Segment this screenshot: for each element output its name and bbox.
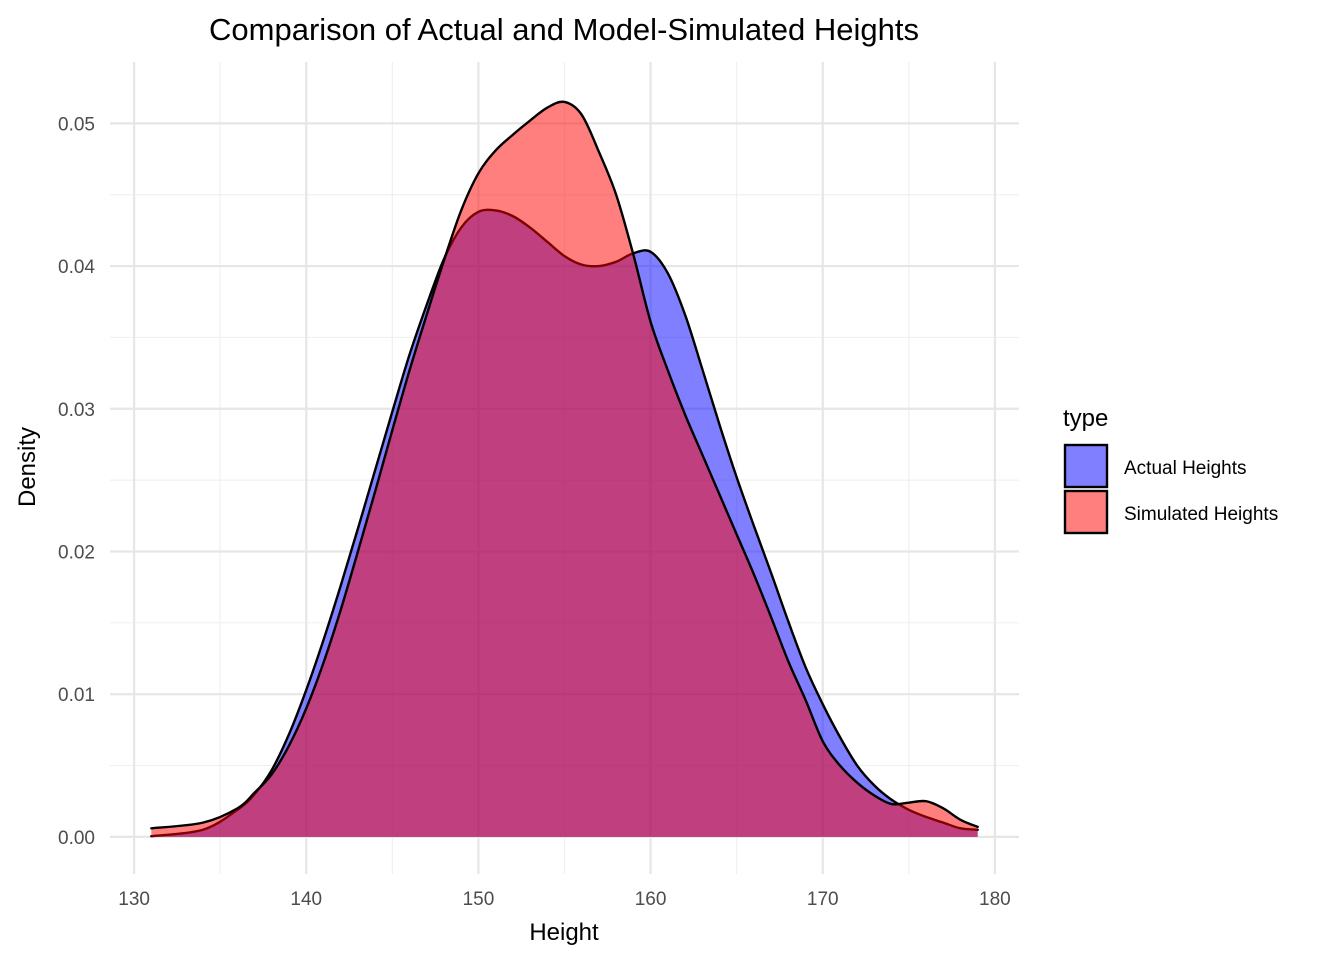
y-axis-title: Density	[14, 427, 41, 507]
chart-title: Comparison of Actual and Model-Simulated…	[209, 12, 919, 47]
x-tick-label: 150	[463, 889, 495, 910]
y-tick-label: 0.03	[58, 400, 95, 421]
y-axis-ticks: 0.00 0.01 0.02 0.03 0.04 0.05	[58, 114, 95, 849]
y-tick-label: 0.02	[58, 542, 95, 563]
density-area-simulated-heights	[151, 101, 978, 837]
y-tick-label: 0.01	[58, 685, 95, 706]
density-areas	[150, 100, 979, 838]
legend: type Actual Heights Simulated Heights	[1063, 405, 1278, 535]
legend-title: type	[1063, 405, 1108, 432]
legend-key-simulated-heights	[1063, 489, 1109, 535]
y-tick-label: 0.00	[58, 828, 95, 849]
y-tick-label: 0.04	[58, 257, 95, 278]
x-axis-title: Height	[529, 919, 599, 946]
legend-items: Actual Heights Simulated Heights	[1063, 443, 1278, 535]
x-tick-label: 180	[979, 889, 1011, 910]
y-tick-label: 0.05	[58, 114, 95, 135]
x-tick-label: 140	[290, 889, 322, 910]
density-line-simulated-heights	[150, 100, 979, 830]
x-axis-ticks: 130 140 150 160 170 180	[118, 889, 1010, 910]
legend-label-simulated-heights: Simulated Heights	[1124, 504, 1278, 525]
legend-label-actual-heights: Actual Heights	[1124, 458, 1247, 479]
x-tick-label: 160	[635, 889, 667, 910]
x-tick-label: 130	[118, 889, 150, 910]
legend-key-actual-heights	[1063, 443, 1109, 489]
x-tick-label: 170	[807, 889, 839, 910]
